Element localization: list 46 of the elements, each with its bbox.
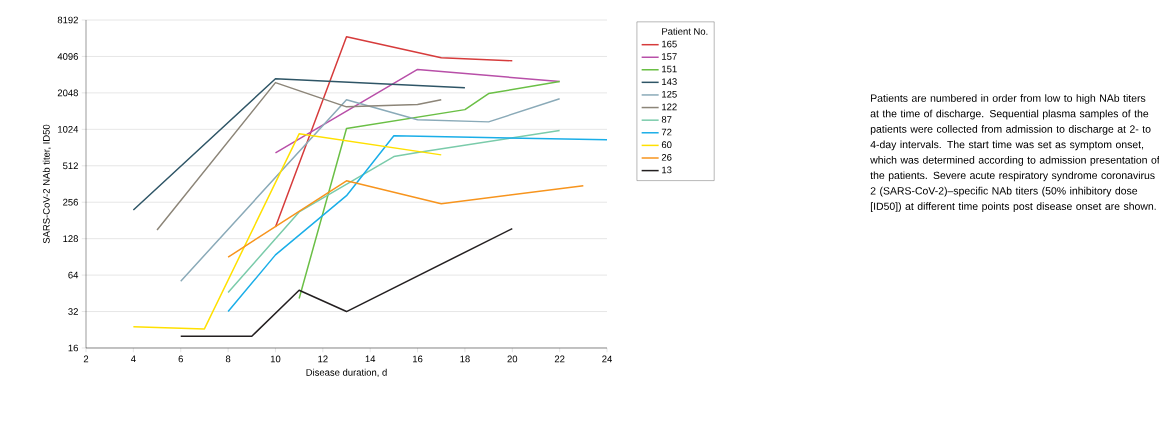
x-tick-label: 6 [178, 355, 183, 363]
legend-label: 13 [662, 166, 672, 174]
x-tick-label: 20 [507, 355, 518, 363]
text: Patients are numbered in order from low to high NAb titers at the time of discharge. Sequential plasma samples of the patients were collected from admission to discharge at 2- to 4-day intervals. The start time was set as symptom onset, which was determined according to admission presentation of the patients. Severe acute respiratory syndrome coronavirus 2 (SARS-CoV-2)–specific NAb titers (50% inhibitory dose [ID50]) at different time points post disease onset are shown. [870, 94, 1159, 213]
line-series [179, 227, 514, 338]
y-axis-title: SARS-CoV-2 NAb titer, ID50 [42, 124, 51, 244]
legend-label: 157 [662, 53, 677, 60]
y-tick-label: 64 [68, 271, 79, 279]
line-series [132, 133, 442, 330]
legend-label: 122 [662, 103, 677, 111]
x-axis-title: Disease duration, d [306, 368, 387, 377]
legend-label: 125 [662, 90, 677, 98]
x-tick-label: 2 [83, 355, 89, 363]
x-tick-label: 18 [460, 355, 470, 363]
legend-label: 165 [662, 40, 677, 48]
line-series [227, 135, 608, 313]
x-tick-label: 14 [365, 355, 376, 363]
line-series [274, 36, 514, 228]
y-tick-label: 32 [68, 308, 78, 315]
legend-label: 143 [662, 78, 677, 86]
legend-label: 87 [661, 116, 672, 123]
legend-title: Patient No. [662, 27, 708, 35]
line-series [179, 98, 561, 282]
line-series [227, 129, 561, 294]
x-tick-label: 22 [554, 355, 565, 363]
x-tick-label: 4 [130, 355, 136, 363]
legend-label: 72 [661, 128, 672, 136]
y-tick-label: 2048 [57, 89, 78, 97]
x-tick-label: 10 [270, 355, 281, 363]
y-tick-label: 8192 [57, 16, 78, 24]
y-tick-label: 512 [62, 162, 78, 170]
y-tick-label: 4096 [57, 53, 78, 60]
x-tick-label: 24 [602, 355, 612, 363]
legend-label: 26 [661, 153, 672, 161]
y-tick-label: 128 [63, 235, 78, 243]
legend-label: 151 [662, 65, 677, 73]
y-tick-label: 1024 [58, 125, 79, 133]
y-tick-label: 256 [63, 198, 78, 206]
y-tick-label: 16 [68, 344, 78, 352]
line-series [156, 81, 442, 231]
line-series [227, 180, 585, 258]
line-series [298, 80, 561, 300]
x-tick-label: 16 [413, 355, 423, 363]
x-tick-label: 8 [225, 355, 231, 363]
x-tick-label: 12 [318, 355, 328, 363]
legend-label: 60 [661, 141, 672, 149]
